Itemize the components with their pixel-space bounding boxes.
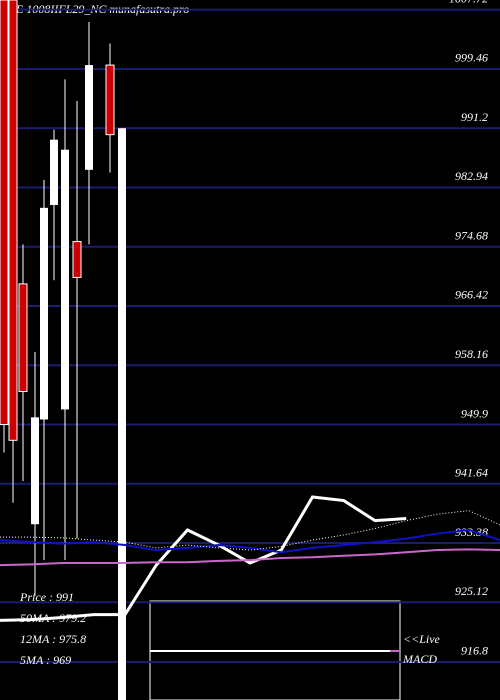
candle-body [0,0,9,426]
y-tick-label: 949.9 [461,406,488,420]
live-label: <<Live [403,632,441,646]
candle-body [31,417,39,525]
candle-body [50,139,58,205]
candle-body [105,64,115,136]
candle-body [85,65,93,170]
y-tick-label: 916.8 [461,644,488,658]
y-tick-label: 999.46 [455,51,488,65]
info-label: 50MA : 979.2 [20,611,86,625]
indicator-line [0,548,500,567]
live-label: MACD [402,652,437,666]
candle-body [118,128,126,700]
y-tick-label: 966.42 [455,288,488,302]
candle-body [18,283,28,393]
info-label: Price : 991 [19,590,74,604]
candle-body [40,207,48,420]
info-label: 12MA : 975.8 [20,632,86,646]
y-tick-label: 941.64 [455,466,488,480]
info-label: 5MA : 969 [20,653,71,667]
y-tick-label: 982.94 [455,169,488,183]
y-tick-label: 974.68 [455,228,488,242]
indicator-line [0,495,407,622]
y-tick-label: 958.16 [455,347,488,361]
indicator-line [0,528,500,554]
candle-body [8,0,18,441]
indicator-line [0,510,500,551]
y-tick-label: 1007.72 [449,0,488,5]
candle-body [61,149,69,410]
candle-body [72,241,82,278]
y-tick-label: 925.12 [455,584,488,598]
y-tick-label: 991.2 [461,110,488,124]
